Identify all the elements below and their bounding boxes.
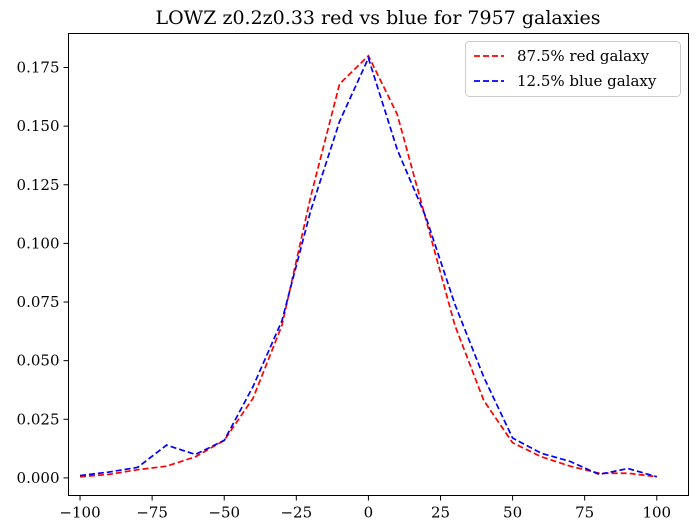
chart-title: LOWZ z0.2z0.33 red vs blue for 7957 gala… — [155, 7, 600, 29]
y-tick-label: 0.075 — [17, 293, 60, 311]
y-axis: 0.000 0.025 0.050 0.075 0.100 0.125 0.150 0.175 — [17, 59, 69, 487]
legend-label: 87.5% red galaxy — [517, 47, 650, 65]
x-tick-label: 50 — [503, 504, 522, 522]
y-tick-label: 0.175 — [17, 59, 60, 77]
legend-label: 12.5% blue galaxy — [517, 72, 657, 90]
x-tick-label: −100 — [59, 504, 100, 522]
axes-frame — [68, 33, 689, 496]
y-tick-label: 0.150 — [17, 117, 60, 135]
y-tick-label: 0.025 — [17, 410, 60, 428]
series-line-blue — [79, 55, 658, 478]
x-tick-label: −75 — [136, 504, 168, 522]
x-axis: −100 −75 −50 −25 0 25 50 75 100 — [59, 495, 671, 522]
legend: 87.5% red galaxy 12.5% blue galaxy — [465, 41, 681, 97]
x-tick-label: 100 — [642, 504, 671, 522]
x-tick-label: 0 — [364, 504, 374, 522]
x-tick-label: −25 — [280, 504, 312, 522]
x-tick-label: 25 — [431, 504, 450, 522]
plot-area — [79, 54, 658, 478]
x-tick-label: −50 — [208, 504, 240, 522]
series-line-red — [79, 54, 657, 478]
y-tick-label: 0.000 — [17, 469, 60, 487]
legend-box — [465, 41, 681, 97]
y-tick-label: 0.100 — [17, 234, 60, 252]
y-tick-label: 0.125 — [17, 176, 60, 194]
x-tick-label: 75 — [575, 504, 594, 522]
y-tick-label: 0.050 — [17, 352, 60, 370]
